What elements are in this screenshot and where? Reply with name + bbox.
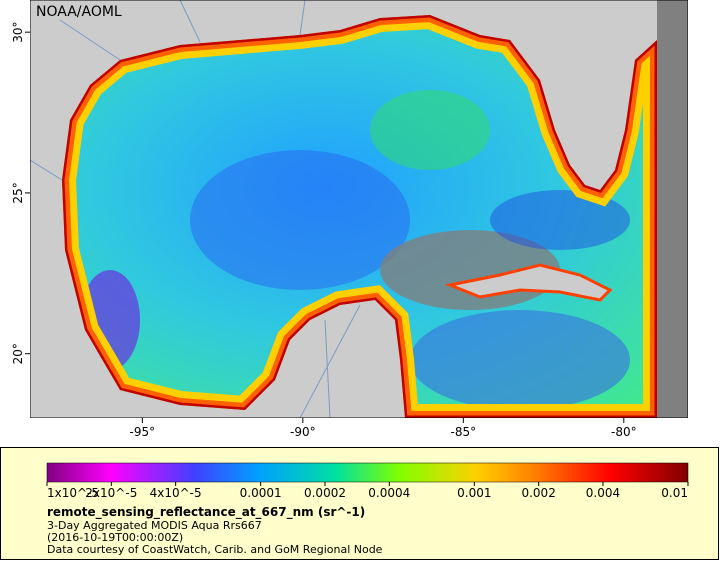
colorbar-tick-label: 0.01: [661, 486, 688, 500]
colorbar-tick-label: 0.0002: [304, 486, 346, 500]
map: [30, 0, 688, 418]
colorbar-tick-label: 0.001: [457, 486, 491, 500]
x-tick-label: -80°: [611, 425, 637, 439]
colorbar-tick-label: 2x10^-5: [85, 486, 137, 500]
y-tick-label: 25°: [11, 182, 25, 203]
variable-name: remote_sensing_reflectance_at_667_nm (sr…: [47, 505, 365, 520]
x-tick-label: -85°: [451, 425, 477, 439]
colorbar-tick-label: 0.0004: [368, 486, 410, 500]
colorbar-tick-label: 4x10^-5: [150, 486, 202, 500]
colorbar-tick-label: 1x10^-5: [47, 486, 99, 500]
colorbar-tick-label: 0.004: [586, 486, 620, 500]
y-tick-label: 20°: [11, 343, 25, 364]
caption-line: Data courtesy of CoastWatch, Carib. and …: [47, 543, 383, 556]
no-data: [657, 0, 688, 418]
rivers: [30, 0, 361, 418]
colorbar: [46, 462, 689, 483]
caption-line: (2016-10-19T00:00:00Z): [47, 531, 183, 544]
map-title: NOAA/AOML: [36, 4, 122, 20]
x-tick-label: -90°: [290, 425, 316, 439]
colorbar-tick-label: 0.0001: [240, 486, 282, 500]
y-tick-label: 30°: [11, 22, 25, 43]
x-tick-label: -95°: [130, 425, 156, 439]
colorbar-tick-label: 0.002: [521, 486, 555, 500]
caption-line: 3-Day Aggregated MODIS Aqua Rrs667: [47, 519, 262, 532]
cuba: [444, 263, 613, 302]
